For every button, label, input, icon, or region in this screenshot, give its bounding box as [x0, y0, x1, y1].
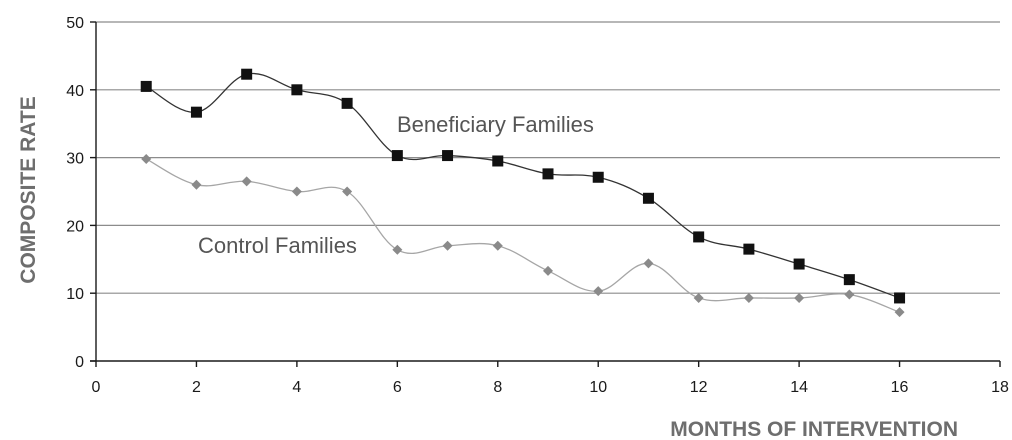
data-point-square: [743, 243, 755, 255]
data-point-diamond: [543, 265, 553, 276]
y-tick-label: 20: [66, 218, 84, 235]
data-point-diamond: [291, 186, 302, 197]
data-point-diamond: [743, 292, 754, 303]
data-point-square: [140, 80, 152, 92]
series-beneficiary-families: [140, 68, 906, 304]
data-point-diamond: [191, 179, 202, 190]
x-axis-label: MONTHS OF INTERVENTION: [670, 418, 958, 440]
data-point-square: [190, 106, 202, 118]
data-point-square: [492, 155, 504, 167]
data-point-diamond: [442, 240, 453, 251]
axes: [90, 21, 1001, 367]
series-layer: [140, 68, 906, 318]
data-point-square: [542, 168, 554, 180]
y-tick-label: 10: [66, 286, 84, 303]
data-point-diamond: [241, 176, 252, 187]
series-line-beneficiary-families: [145, 72, 900, 299]
data-point-square: [241, 68, 253, 80]
series-label-control-families: Control Families: [198, 233, 357, 258]
data-point-square: [341, 97, 353, 109]
data-point-diamond: [693, 292, 704, 303]
data-point-square: [843, 274, 855, 286]
data-point-square: [391, 150, 403, 162]
data-point-diamond: [492, 240, 503, 251]
y-tick-label: 0: [75, 354, 84, 371]
x-tick-label: 4: [292, 379, 301, 396]
data-point-diamond: [342, 186, 353, 197]
series-line-control-families: [145, 158, 900, 313]
data-point-diamond: [844, 289, 855, 300]
data-point-square: [442, 150, 454, 162]
x-tick-label: 14: [790, 379, 808, 396]
data-point-diamond: [141, 153, 152, 164]
x-tick-label: 2: [192, 379, 201, 396]
data-point-diamond: [392, 244, 403, 255]
tick-labels: 0 10 20 30 40 50 0 2 4 6 8 10 12 14 16 18: [66, 15, 1009, 396]
series-label-beneficiary-families: Beneficiary Families: [397, 112, 594, 137]
x-tick-label: 18: [991, 379, 1009, 396]
x-tick-label: 0: [92, 379, 101, 396]
data-point-square: [642, 192, 654, 204]
x-tick-label: 8: [493, 379, 502, 396]
y-tick-label: 50: [66, 15, 84, 32]
data-point-square: [291, 84, 303, 96]
y-tick-label: 30: [66, 151, 84, 168]
data-point-square: [592, 171, 604, 183]
series-control-families: [141, 153, 905, 318]
data-point-diamond: [894, 307, 905, 318]
data-point-square: [793, 258, 805, 270]
data-point-square: [693, 231, 705, 243]
y-tick-label: 40: [66, 83, 84, 100]
y-axis-label: COMPOSITE RATE: [17, 96, 40, 283]
x-tick-label: 10: [589, 379, 607, 396]
data-point-square: [894, 292, 906, 304]
data-point-diamond: [643, 258, 654, 269]
x-tick-label: 12: [690, 379, 708, 396]
x-tick-label: 16: [891, 379, 909, 396]
x-tick-label: 6: [393, 379, 402, 396]
data-point-diamond: [794, 292, 805, 303]
data-point-diamond: [593, 286, 604, 297]
